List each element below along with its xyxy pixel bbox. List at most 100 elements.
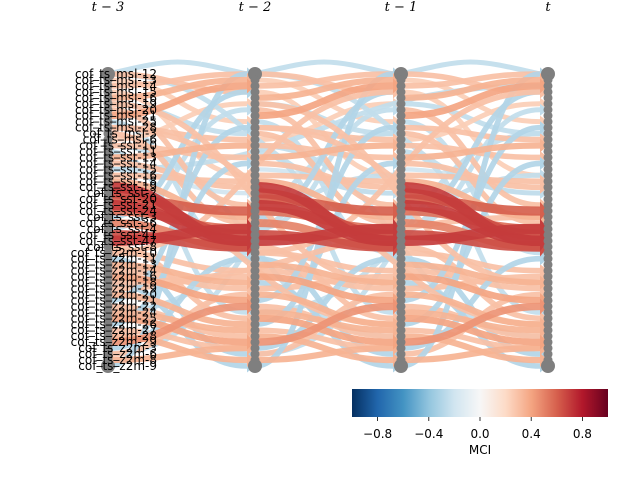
link-edge <box>107 178 248 221</box>
node-label: cof_ts_sst-16 <box>79 168 157 182</box>
link-edge <box>400 261 541 286</box>
variable-node <box>248 359 262 373</box>
links-layer <box>107 59 548 373</box>
time-label-t: t <box>545 0 551 15</box>
node-label: cof_ts_z2m-20 <box>71 287 157 301</box>
time-label-t-minus-1: t − 1 <box>385 0 418 15</box>
node-label: cof_ts_msl-16 <box>75 91 157 105</box>
node-label: cof_ts_z2m-16 <box>71 270 157 284</box>
link-edge <box>254 302 394 346</box>
link-edge <box>107 76 248 101</box>
node-label: cof_ts_sst-3 <box>87 210 157 224</box>
node-label: cof_ts_z2m-11 <box>71 252 157 266</box>
node-label: cof_ts_sst-20 <box>79 192 157 206</box>
colorbar: −0.8 −0.4 0.0 0.4 0.8 MCI <box>352 389 608 457</box>
node-labels-layer: cof_ts_msl-12cof_ts_msl-13cof_ts_msl-14c… <box>71 67 157 373</box>
node-label: cof_ts_sst-11 <box>79 144 157 158</box>
colorbar-ticks: −0.8 −0.4 0.0 0.4 0.8 <box>363 417 592 441</box>
link-edge <box>254 160 394 191</box>
link-edge <box>254 178 394 221</box>
colorbar-gradient <box>352 389 608 417</box>
link-edge <box>254 291 394 328</box>
link-edge <box>400 160 541 191</box>
node-label: cof_ts_msl-14 <box>75 79 157 93</box>
node-label: cof_ts_msl-20 <box>75 103 157 117</box>
node-label: cof_ts_z2m-10 <box>71 246 157 260</box>
link-edge <box>254 199 394 247</box>
variable-node <box>541 359 555 373</box>
link-edge <box>107 172 248 185</box>
link-edge <box>254 223 394 247</box>
colorbar-tick-label: 0.4 <box>522 427 541 441</box>
node-label: cof_ts_msl-15 <box>75 85 157 99</box>
node-label: cof_ts_z2m-26 <box>71 317 157 331</box>
node-label: cof_ts_sst-24 <box>79 204 157 218</box>
link-edge <box>254 267 394 292</box>
link-edge <box>254 71 394 89</box>
link-edge <box>254 76 394 101</box>
node-label: cof_ts_z2m-9 <box>78 359 157 373</box>
link-edge <box>107 345 248 364</box>
node-label: cof_ts_z2m-24 <box>71 305 157 319</box>
variable-node <box>101 359 115 373</box>
node-label: cof_ts_sst-41 <box>79 228 157 242</box>
colorbar-title: MCI <box>469 443 491 457</box>
link-edge <box>254 314 394 346</box>
link-edge <box>400 345 541 364</box>
node-label: cof_ts_z2m-21 <box>71 293 157 307</box>
link-edge <box>254 89 541 256</box>
colorbar-tick-label: −0.4 <box>414 427 443 441</box>
link-edge <box>254 59 394 77</box>
link-edge <box>400 314 541 346</box>
node-label: cof_ts_z2m-27 <box>71 323 157 337</box>
node-label: cof_ts_msl-19 <box>75 97 157 111</box>
link-edge <box>107 160 248 191</box>
time-label-t-minus-2: t − 2 <box>239 0 272 15</box>
node-label: cof_ts_z2m-19 <box>71 282 157 296</box>
link-edge <box>400 273 541 304</box>
link-edge <box>254 345 394 364</box>
link-edge <box>254 273 394 304</box>
link-edge <box>400 71 541 89</box>
node-label: cof_ts_z2m-29 <box>71 335 157 349</box>
node-label: cof_ts_z2m-28 <box>71 329 157 343</box>
node-label: cof_ts_msl-21 <box>75 109 157 123</box>
variable-node <box>394 359 408 373</box>
link-edge <box>107 71 248 89</box>
link-edge <box>400 199 541 247</box>
link-edge <box>107 59 248 77</box>
link-edge <box>400 76 541 101</box>
nodes-layer <box>101 67 555 373</box>
node-label: cof_ts_msl-28 <box>75 121 157 135</box>
node-label: cof_ts_z2m-6 <box>78 347 157 361</box>
link-edge <box>107 89 394 256</box>
colorbar-tick-label: 0.8 <box>573 427 592 441</box>
link-edge <box>400 124 541 143</box>
node-label: cof_ts_msl-3 <box>83 127 157 141</box>
node-label: cof_ts_msl-13 <box>75 73 157 87</box>
node-label: cof_ts_sst-2 <box>87 186 157 200</box>
colorbar-tick-label: 0.0 <box>470 427 489 441</box>
time-label-t-minus-3: t − 3 <box>92 0 125 15</box>
link-edge <box>400 223 541 247</box>
link-edge <box>254 82 394 120</box>
link-edge <box>400 291 541 328</box>
node-label: cof_ts_sst-4 <box>87 222 157 236</box>
node-label: cof_ts_z2m-18 <box>71 276 157 290</box>
link-edge <box>107 82 248 120</box>
node-label: cof_ts_z2m-3 <box>78 341 157 355</box>
node-label: cof_ts_sst-21 <box>79 198 157 212</box>
link-edge <box>107 314 248 346</box>
link-edge <box>107 302 248 346</box>
node-label: cof_ts_z2m-13 <box>71 258 157 272</box>
node-label: cof_ts_z2m-14 <box>71 264 157 278</box>
colorbar-tick-label: −0.8 <box>363 427 392 441</box>
link-edge <box>107 223 248 247</box>
node-label: cof_ts_z2m-8 <box>78 353 157 367</box>
link-edge <box>400 267 541 292</box>
node-label: cof_ts_sst-47 <box>79 234 157 248</box>
link-edge <box>107 199 248 247</box>
link-edge <box>107 142 248 161</box>
node-label: cof_ts_sst-19 <box>79 180 157 194</box>
